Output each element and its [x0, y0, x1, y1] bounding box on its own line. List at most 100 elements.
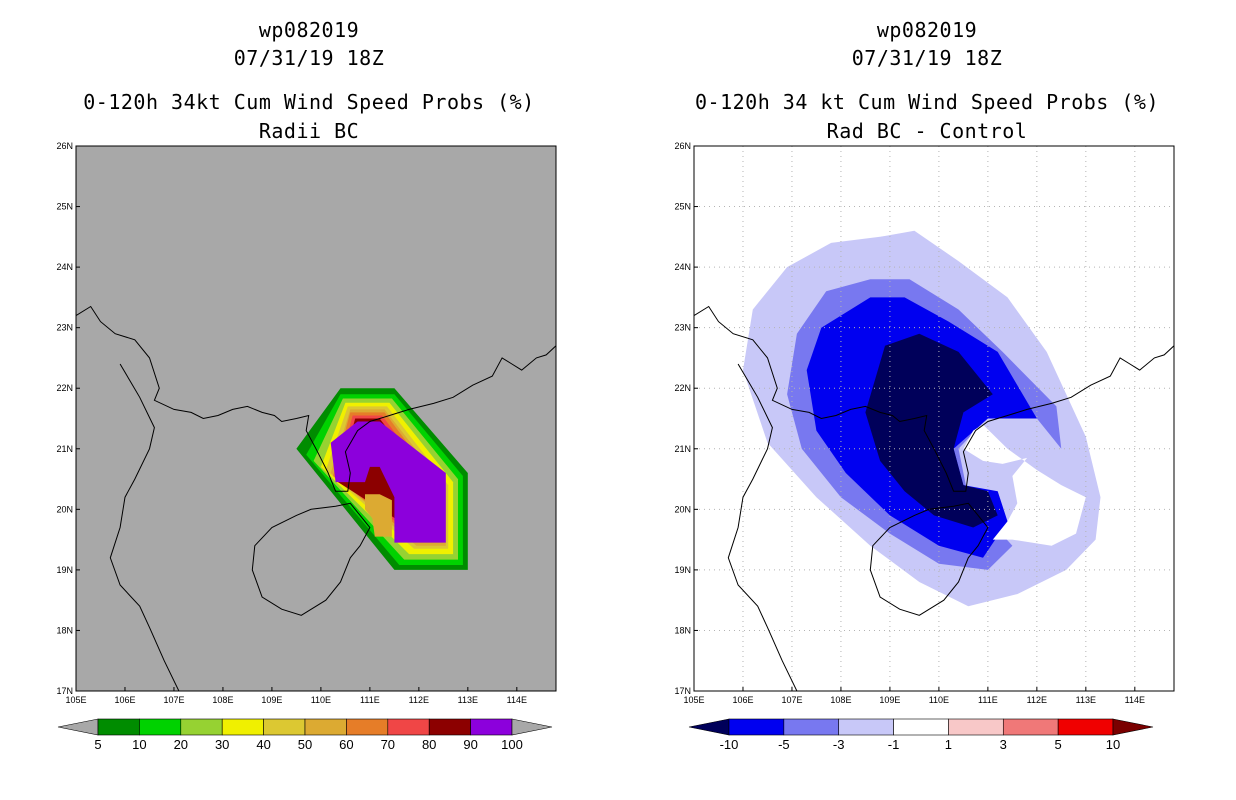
- chart-date: 07/31/19 18Z: [851, 46, 1003, 70]
- plot-frame: [693, 145, 1175, 692]
- x-tick-label: 112E: [409, 695, 429, 705]
- colorbar-swatch: [428, 718, 471, 736]
- colorbar: 5 10 20 30 40 50 60 70 80 90 100: [57, 718, 553, 752]
- colorbar-label: -3: [833, 737, 845, 752]
- y-tick-label: 22N: [674, 383, 691, 393]
- chart-subtitle: Radii BC: [258, 119, 360, 143]
- coastline-vietnam: [727, 363, 798, 691]
- y-tick-label: 23N: [674, 323, 691, 333]
- left-chart-svg: 105E 106E 107E 108E 109E 110E 111E 112E 113E 114E…: [56, 141, 557, 752]
- y-tick-label: 18N: [674, 625, 691, 635]
- coastline-vietnam: [109, 363, 180, 691]
- y-tick-label: 21N: [56, 444, 73, 454]
- coastline-mainland: [76, 305, 556, 492]
- y-tick-label: 19N: [674, 565, 691, 575]
- x-tick-label: 107E: [781, 695, 802, 705]
- colorbar-swatch: [304, 718, 347, 736]
- coastline-hainan: [869, 502, 989, 616]
- chart-date: 07/31/19 18Z: [233, 46, 385, 70]
- chart-title: 0-120h 34kt Cum Wind Speed Probs (%): [83, 90, 535, 114]
- colorbar-swatch: [470, 718, 513, 736]
- colorbar-label: 10: [1106, 737, 1120, 752]
- colorbar-over-triangle: [1112, 718, 1154, 736]
- y-tick-label: 17N: [674, 686, 691, 696]
- coastline-mainland: [694, 305, 1174, 492]
- y-tick-label: 22N: [56, 383, 73, 393]
- colorbar-label: 20: [174, 737, 188, 752]
- x-tick-label: 105E: [683, 695, 704, 705]
- y-tick-label: 25N: [674, 202, 691, 212]
- x-tick-label: 110E: [929, 695, 949, 705]
- y-tick-label: 24N: [56, 262, 73, 272]
- x-tick-label: 107E: [163, 695, 184, 705]
- plot-frame: [75, 145, 557, 692]
- x-tick-label: 111E: [978, 695, 998, 705]
- storm-id: wp082019: [258, 18, 360, 42]
- colorbar-label: -5: [778, 737, 790, 752]
- colorbar-label: 70: [381, 737, 395, 752]
- colorbar-swatch: [346, 718, 389, 736]
- y-tick-label: 25N: [56, 202, 73, 212]
- colorbar-label: 100: [501, 737, 523, 752]
- colorbar-under-triangle: [688, 718, 730, 736]
- coastline-layer: [76, 305, 556, 691]
- right-chart-svg: 105E 106E 107E 108E 109E 110E 111E 112E 113E 114E…: [674, 141, 1175, 752]
- colorbar-label: 30: [215, 737, 229, 752]
- colorbar-label: 90: [463, 737, 477, 752]
- colorbar-swatch: [948, 718, 1004, 736]
- colorbar-swatch: [728, 718, 785, 736]
- left-chart-panel: wp082019 07/31/19 18Z 0-120h 34kt Cum Wi…: [56, 18, 557, 752]
- colorbar-label: 60: [339, 737, 353, 752]
- colorbar-swatch: [387, 718, 430, 736]
- contour-layer: [743, 230, 1101, 607]
- x-tick-label: 106E: [732, 695, 753, 705]
- y-tick-label: 20N: [674, 504, 691, 514]
- colorbar-swatch: [180, 718, 223, 736]
- x-tick-label: 114E: [1125, 695, 1145, 705]
- colorbar: -10 -5 -3 -1 1 3 5 10: [688, 718, 1154, 752]
- colorbar-label: 5: [1055, 737, 1062, 752]
- colorbar-over-triangle: [511, 718, 553, 736]
- x-tick-label: 112E: [1027, 695, 1047, 705]
- colorbar-swatch: [221, 718, 264, 736]
- colorbar-label: 40: [256, 737, 270, 752]
- y-tick-label: 21N: [674, 444, 691, 454]
- chart-title: 0-120h 34 kt Cum Wind Speed Probs (%): [694, 90, 1160, 114]
- colorbar-label: 3: [1000, 737, 1007, 752]
- contour-level--10-3: [865, 333, 998, 528]
- plot-background: [76, 146, 556, 691]
- colorbar-label: -1: [888, 737, 900, 752]
- x-tick-label: 110E: [311, 695, 331, 705]
- colorbar-swatch: [783, 718, 840, 736]
- colorbar-label: -10: [720, 737, 739, 752]
- contour-layer: [296, 388, 468, 570]
- y-tick-label: 26N: [674, 141, 691, 151]
- x-tick-label: 109E: [879, 695, 900, 705]
- colorbar-label: 10: [132, 737, 146, 752]
- x-tick-label: 106E: [114, 695, 135, 705]
- colorbar-label: 1: [945, 737, 952, 752]
- y-tick-label: 20N: [56, 504, 73, 514]
- x-tick-label: 113E: [458, 695, 478, 705]
- right-chart-panel: wp082019 07/31/19 18Z 0-120h 34 kt Cum W…: [618, 0, 1236, 800]
- y-tick-label: 24N: [674, 262, 691, 272]
- colorbar-swatch: [1057, 718, 1114, 736]
- contour-level-100-9: [330, 421, 446, 543]
- colorbar-swatch: [97, 718, 140, 736]
- y-tick-label: 17N: [56, 686, 73, 696]
- x-tick-label: 114E: [507, 695, 527, 705]
- x-tick-label: 108E: [212, 695, 233, 705]
- y-tick-label: 19N: [56, 565, 73, 575]
- y-tick-label: 18N: [56, 625, 73, 635]
- storm-id: wp082019: [876, 18, 978, 42]
- colorbar-swatch: [1002, 718, 1059, 736]
- colorbar-label: 5: [94, 737, 101, 752]
- chart-subtitle: Rad BC - Control: [826, 119, 1028, 143]
- colorbar-swatch: [893, 718, 949, 736]
- y-tick-label: 26N: [56, 141, 73, 151]
- colorbar-label: 80: [422, 737, 436, 752]
- colorbar-swatch: [139, 718, 182, 736]
- x-tick-label: 111E: [360, 695, 380, 705]
- coastline-layer: [694, 305, 1174, 691]
- x-tick-label: 108E: [830, 695, 851, 705]
